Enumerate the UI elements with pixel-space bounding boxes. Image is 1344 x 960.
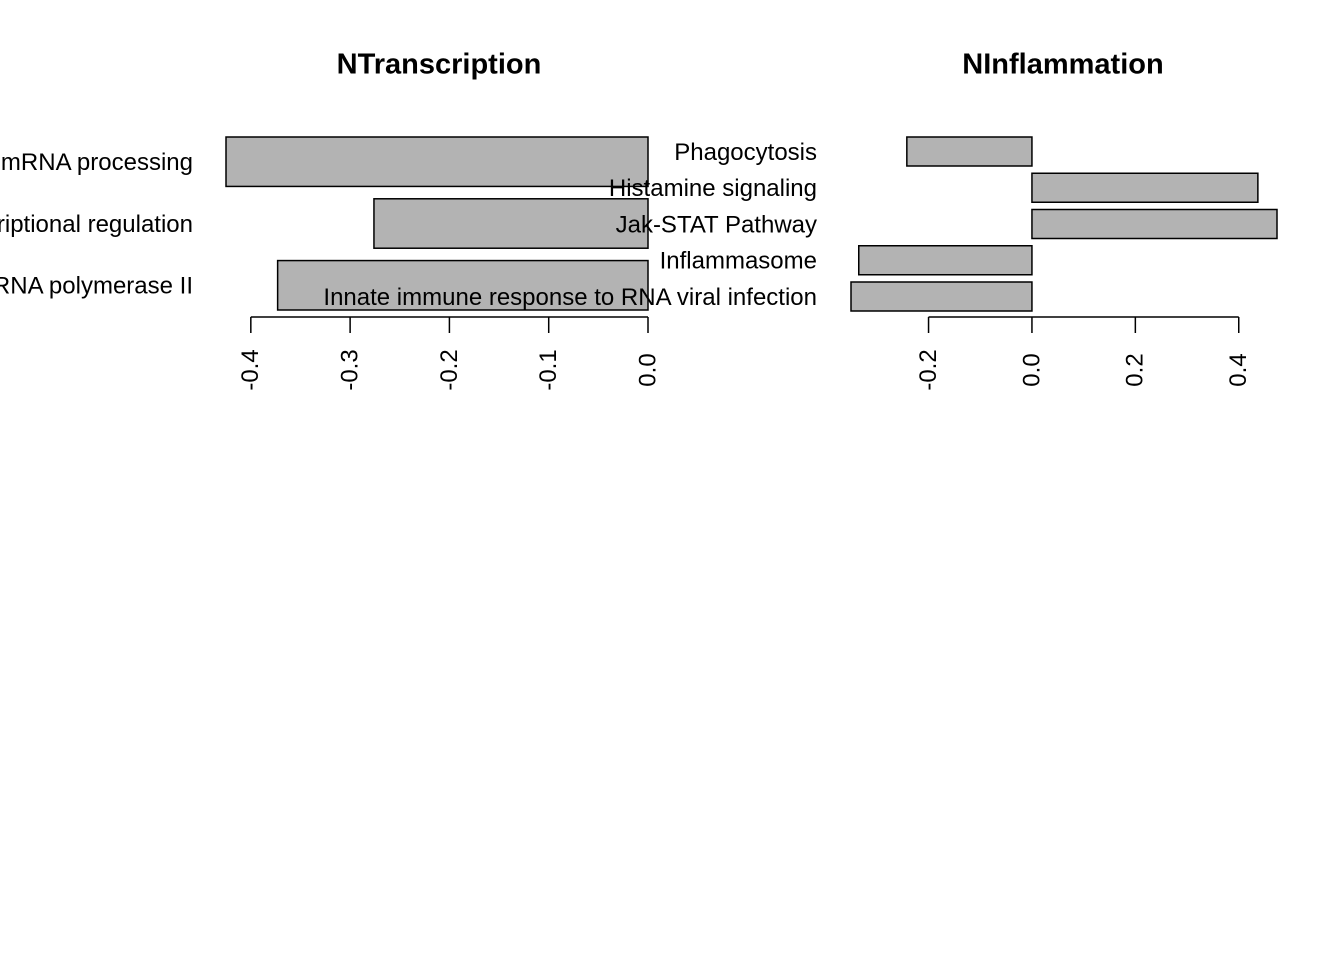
chart-title: NTranscription xyxy=(337,49,542,81)
x-tick-label: -0.2 xyxy=(436,349,463,390)
y-tick-label: Inflammasome xyxy=(660,248,817,275)
x-tick-label: 0.0 xyxy=(634,353,661,386)
y-tick-label: mRNA processing xyxy=(1,149,193,176)
y-tick-label: Transcription by RNA polymerase II xyxy=(0,273,193,300)
x-tick-label: 0.2 xyxy=(1122,353,1149,386)
x-tick-label: -0.1 xyxy=(535,349,562,390)
bar xyxy=(1031,208,1278,240)
y-tick-label: Transcriptional regulation xyxy=(0,211,193,238)
x-tick-label: -0.4 xyxy=(237,349,264,390)
x-tick-label: -0.3 xyxy=(336,349,363,390)
y-tick-label: Histamine signaling xyxy=(609,175,817,202)
chart-title: NInflammation xyxy=(962,49,1163,81)
bar xyxy=(276,259,649,311)
x-tick-label: -0.2 xyxy=(915,349,942,390)
bar xyxy=(850,281,1033,312)
bar xyxy=(858,245,1033,276)
bar xyxy=(906,136,1033,167)
bar xyxy=(373,198,649,249)
y-tick-label: Jak-STAT Pathway xyxy=(616,211,817,238)
y-tick-label: Phagocytosis xyxy=(674,139,817,166)
y-tick-label: Innate immune response to RNA viral infe… xyxy=(323,284,817,311)
bar xyxy=(225,136,649,188)
x-tick-label: 0.0 xyxy=(1018,353,1045,386)
x-tick-label: 0.4 xyxy=(1225,353,1252,386)
bar xyxy=(1031,172,1259,203)
